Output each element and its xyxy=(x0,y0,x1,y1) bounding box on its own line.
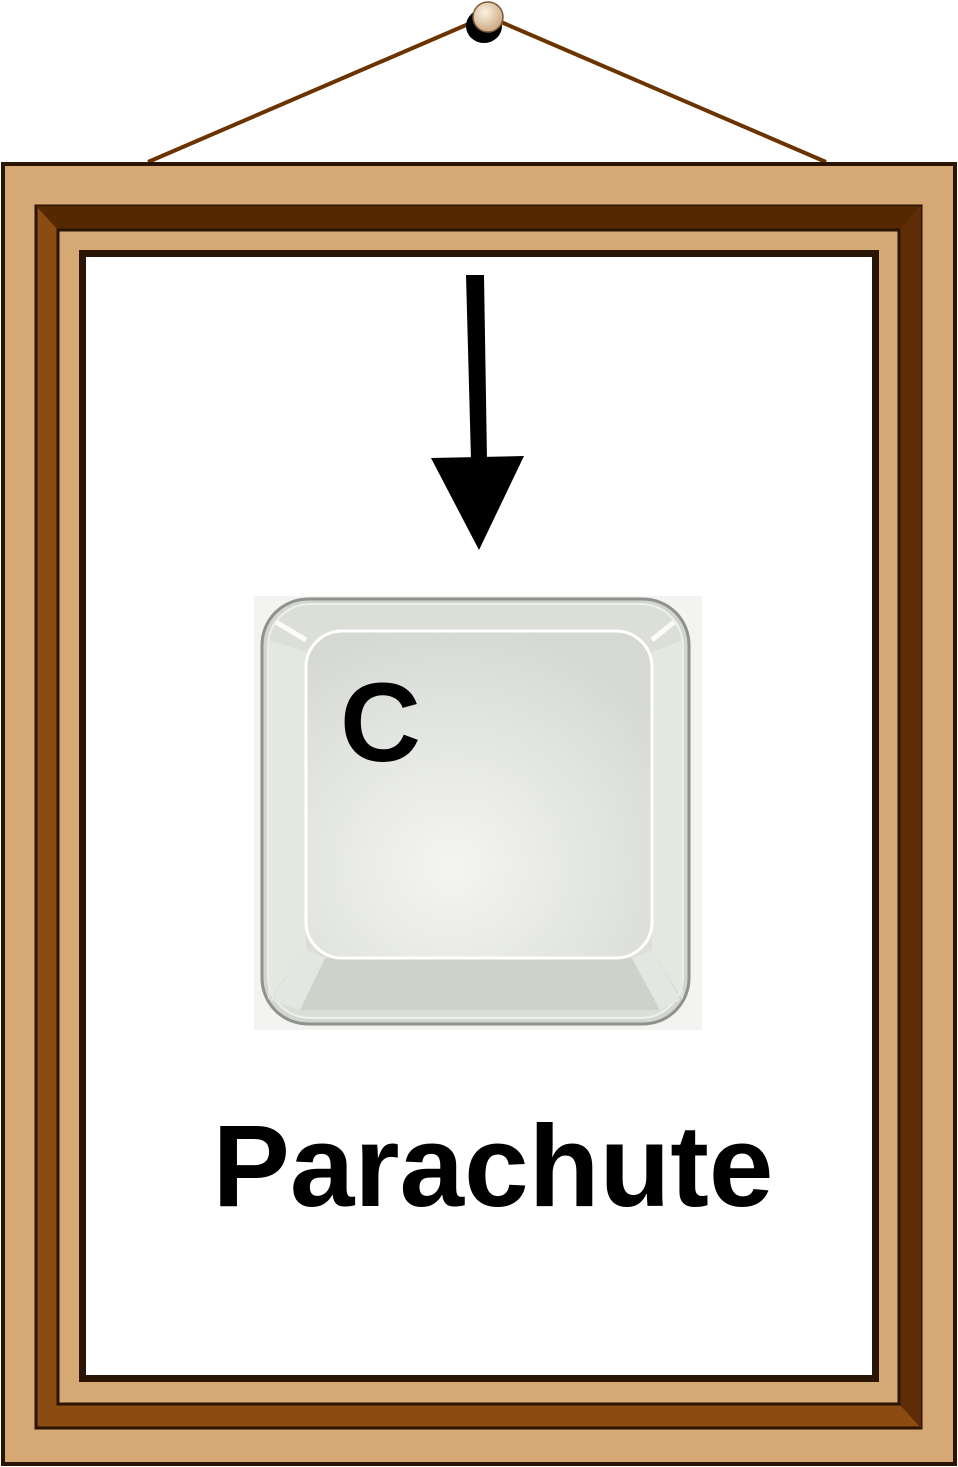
hanging-string xyxy=(147,14,827,164)
pin-icon xyxy=(466,1,504,43)
down-arrow-icon xyxy=(431,275,524,550)
key-letter-label: C xyxy=(340,660,421,785)
keyboard-key-c xyxy=(254,596,702,1030)
caption-text: Parachute xyxy=(212,1101,774,1231)
